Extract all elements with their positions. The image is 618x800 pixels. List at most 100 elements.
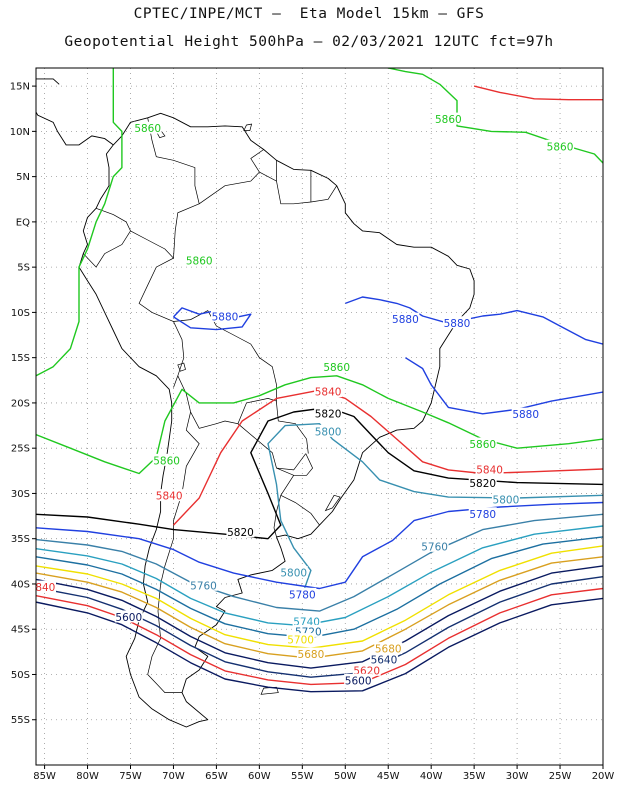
y-tick-label: 5N xyxy=(16,172,30,183)
contour-label-bg xyxy=(279,566,308,579)
chart-title-line-1: CPTEC/INPE/MCT – Eta Model 15km – GFS xyxy=(133,6,485,22)
contour-label-5860: 5860 xyxy=(547,141,574,153)
x-tick-label: 25W xyxy=(549,771,572,782)
x-tick-label: 70W xyxy=(162,771,185,782)
contour-5820 xyxy=(36,406,603,540)
contour-label-5840: 5840 xyxy=(476,464,503,476)
y-tick-label: 30S xyxy=(11,489,30,500)
country-border xyxy=(147,117,200,259)
contour-5840 xyxy=(473,85,603,101)
contour-label-5840: 5840 xyxy=(156,491,183,503)
contour-label-bg xyxy=(286,633,315,646)
x-tick-label: 20W xyxy=(592,771,615,782)
y-tick-label: 10N xyxy=(10,127,30,138)
contour-label-5820: 5820 xyxy=(469,478,496,490)
contour-label-bg xyxy=(491,492,520,505)
x-tick-label: 80W xyxy=(76,771,99,782)
contour-5880 xyxy=(172,307,252,331)
contour-label-bg xyxy=(314,385,343,398)
contour-label-bg xyxy=(288,587,317,600)
contour-5860 xyxy=(36,68,123,377)
country-border xyxy=(173,310,309,454)
contour-label-bg xyxy=(152,453,181,466)
contour-5860 xyxy=(36,375,603,475)
contour-label-5700: 5700 xyxy=(287,635,314,647)
contour-label-5820: 5820 xyxy=(315,408,342,420)
x-tick-label: 35W xyxy=(463,771,486,782)
x-tick-label: 55W xyxy=(291,771,314,782)
contour-label-5680: 5680 xyxy=(375,644,402,656)
country-border xyxy=(276,453,314,476)
contour-label-5860: 5860 xyxy=(435,114,462,126)
contour-label-5760: 5760 xyxy=(190,580,217,592)
contour-label-5880: 5880 xyxy=(512,409,539,421)
contour-5760 xyxy=(36,513,603,612)
contour-label-bg xyxy=(314,406,343,419)
contour-label-5600: 5600 xyxy=(115,612,142,624)
x-tick-label: 50W xyxy=(334,771,357,782)
country-border xyxy=(130,230,185,388)
contour-label-5860: 5860 xyxy=(469,439,496,451)
contour-label-bg xyxy=(133,121,162,134)
contour-label-5600: 5600 xyxy=(345,675,372,687)
y-tick-label: 20S xyxy=(11,398,30,409)
contour-5880 xyxy=(405,357,603,415)
contour-5740 xyxy=(36,525,603,627)
y-tick-label: 55S xyxy=(11,715,30,726)
contour-label-5680: 5680 xyxy=(298,649,325,661)
y-tick-label: 45S xyxy=(11,625,30,636)
contour-5700 xyxy=(36,545,603,649)
x-tick-label: 85W xyxy=(33,771,56,782)
country-border xyxy=(83,207,131,268)
x-tick-label: 30W xyxy=(506,771,529,782)
contour-label-5840: 5840 xyxy=(315,387,342,399)
contour-label-5860: 5860 xyxy=(323,362,350,374)
contour-label-bg xyxy=(475,462,504,475)
x-tick-label: 40W xyxy=(420,771,443,782)
coastlines-and-borders xyxy=(36,78,475,728)
contour-label-bg xyxy=(344,673,373,686)
south-america-coastline xyxy=(78,112,475,728)
x-tick-label: 65W xyxy=(205,771,228,782)
contour-label-5840: 5840 xyxy=(29,582,56,594)
lake-outline xyxy=(324,494,341,512)
x-tick-label: 60W xyxy=(248,771,271,782)
caribbean-coastline xyxy=(36,78,60,85)
contour-label-bg xyxy=(36,580,57,593)
y-tick-label: 5S xyxy=(17,263,30,274)
contour-5660 xyxy=(36,565,603,669)
contour-label-5880: 5880 xyxy=(212,311,239,323)
contour-labels: 5880 5880 5880 5880 5860 5860 5860 5860 5860 5860… xyxy=(29,112,575,687)
contour-label-5880: 5880 xyxy=(392,314,419,326)
contour-label-bg xyxy=(296,647,325,660)
country-border xyxy=(198,149,264,205)
lake-outline xyxy=(177,362,186,372)
contour-label-bg xyxy=(189,578,218,591)
contour-label-bg xyxy=(374,642,403,655)
y-tick-label: 25S xyxy=(11,444,30,455)
y-tick-label: 40S xyxy=(11,579,30,590)
contour-label-5640: 5640 xyxy=(371,654,398,666)
y-tick-label: 50S xyxy=(11,670,30,681)
island-outline xyxy=(243,123,253,131)
contour-label-bg xyxy=(114,610,143,623)
y-tick-label: EQ xyxy=(16,217,30,228)
contour-label-5880: 5880 xyxy=(444,318,471,330)
contour-label-5800: 5800 xyxy=(493,494,520,506)
y-tick-label: 10S xyxy=(11,308,30,319)
central-america-coastline xyxy=(36,111,114,146)
contour-label-bg xyxy=(185,253,214,266)
contour-label-bg xyxy=(546,139,575,152)
contour-label-bg xyxy=(211,309,239,322)
contour-label-bg xyxy=(322,360,351,373)
y-tick-label: 15N xyxy=(10,82,30,93)
contour-label-5820: 5820 xyxy=(227,527,254,539)
contour-5800 xyxy=(267,423,603,596)
contour-label-bg xyxy=(369,652,398,665)
map-frame xyxy=(35,67,604,766)
contour-label-bg xyxy=(442,316,471,329)
y-tick-label: 35S xyxy=(11,534,30,545)
country-border xyxy=(147,411,200,693)
contour-label-bg xyxy=(468,437,497,450)
